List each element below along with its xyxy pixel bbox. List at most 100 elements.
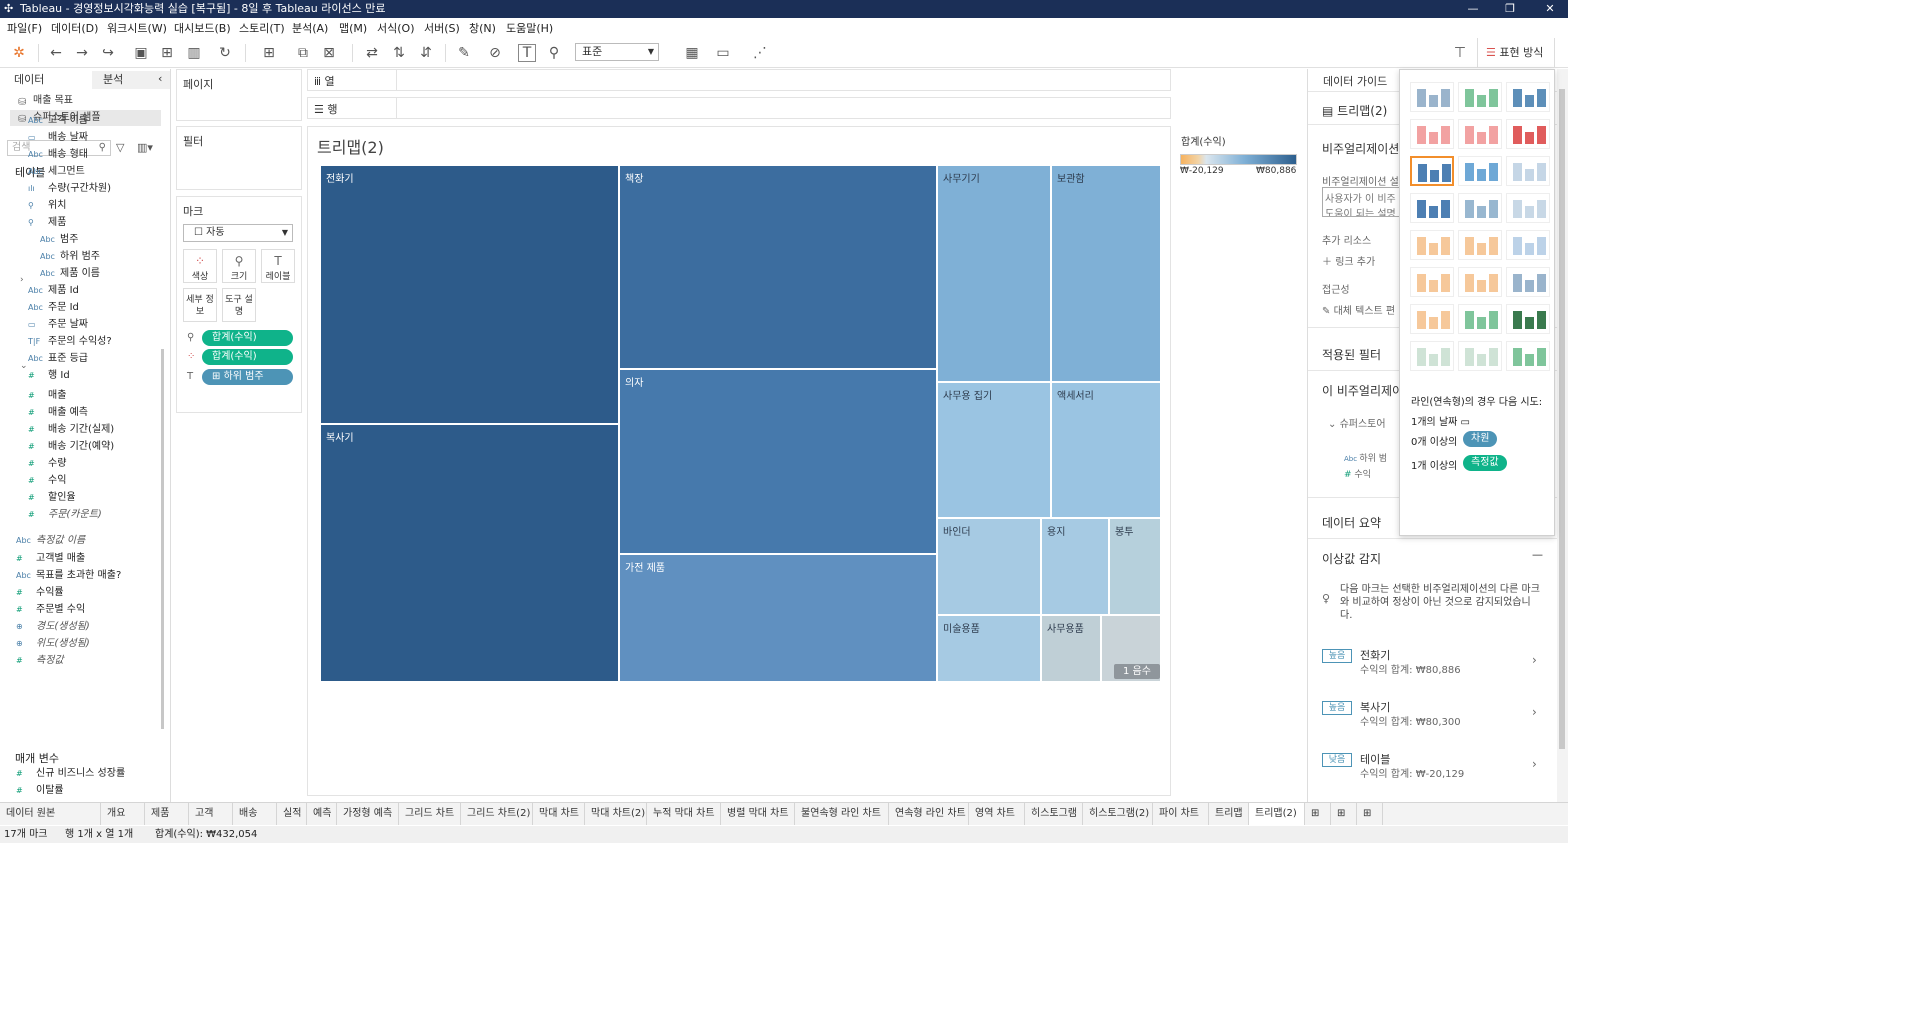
field-item[interactable]: Abc 제품 이름 [40, 266, 100, 282]
chart-type-thumbnail[interactable] [1410, 82, 1454, 112]
sheet-tab[interactable]: 제품 [145, 803, 189, 825]
field-item[interactable]: ⚲ 위치 [28, 198, 66, 214]
field-item[interactable]: # 고객별 매출 [16, 551, 85, 567]
color-pill[interactable]: 합계(수익) [202, 349, 293, 365]
field-item[interactable]: # 주문별 수익 [16, 602, 85, 618]
chart-type-thumbnail[interactable] [1458, 193, 1502, 223]
sheet-tab[interactable]: 막대 차트 [533, 803, 585, 825]
sheet-tab[interactable]: 누적 막대 차트 [647, 803, 721, 825]
sheet-tab[interactable]: 개요 [101, 803, 145, 825]
highlight-icon[interactable]: ✎ [458, 45, 470, 61]
field-item[interactable]: # 배송 기간(예약) [28, 439, 114, 455]
sheet-tab[interactable]: 트리맵 [1209, 803, 1249, 825]
chart-type-thumbnail[interactable] [1410, 341, 1454, 371]
chart-type-thumbnail[interactable] [1506, 267, 1550, 297]
sheet-tab[interactable]: 그리드 차트(2) [461, 803, 533, 825]
field-item[interactable]: # 매출 예측 [28, 405, 88, 421]
field-item[interactable]: Abc 표준 등급 [28, 351, 88, 367]
menu-analysis[interactable]: 분석(A) [292, 22, 329, 35]
collapse-pane-icon[interactable]: ‹ [158, 72, 163, 85]
tab-analysis[interactable]: 분석 [92, 71, 170, 89]
filters-card[interactable]: 필터 [176, 126, 302, 190]
treemap-tile[interactable]: 보관함 [1051, 165, 1161, 382]
negative-count-badge[interactable]: 1 음수 [1114, 664, 1160, 679]
close-button[interactable]: ✕ [1545, 2, 1555, 15]
sheet-tab[interactable]: 예측 [307, 803, 337, 825]
rows-shelf[interactable]: ☰ 행 [307, 97, 1171, 119]
treemap-tile[interactable]: 용지 [1041, 518, 1109, 615]
field-item[interactable]: Abc 세그먼트 [28, 164, 85, 180]
group-icon[interactable]: ⊘ [489, 45, 501, 61]
chart-type-thumbnail[interactable] [1458, 341, 1502, 371]
chart-type-thumbnail[interactable] [1506, 230, 1550, 260]
marks-type-select[interactable]: ☐ 자동 ▼ [183, 224, 293, 242]
maximize-button[interactable]: ❐ [1505, 2, 1515, 15]
share-icon[interactable]: ⋰ [753, 45, 767, 61]
chart-type-thumbnail[interactable] [1410, 267, 1454, 297]
tooltip-button[interactable]: 도구 설명 [222, 288, 256, 322]
treemap-tile[interactable]: 사무기기 [937, 165, 1051, 382]
label-button[interactable]: T 레이블 [261, 249, 295, 283]
sheet-tab[interactable]: 파이 차트 [1153, 803, 1209, 825]
field-item[interactable]: Abc 측정값 이름 [16, 533, 85, 549]
columns-shelf[interactable]: ⅲ 열 [307, 69, 1171, 91]
swap-icon[interactable]: ⇄ [366, 45, 378, 61]
treemap-tile[interactable]: 봉투 [1109, 518, 1161, 615]
undo-icon[interactable]: ← [50, 45, 62, 61]
pin-icon[interactable]: ⊤ [1453, 45, 1467, 61]
chart-type-thumbnail[interactable] [1506, 341, 1550, 371]
chart-type-thumbnail[interactable] [1410, 193, 1454, 223]
label-pill[interactable]: ⊞ 하위 범주 [202, 369, 293, 385]
sheet-tab[interactable]: 영역 차트 [969, 803, 1025, 825]
treemap-tile[interactable]: 복사기 [320, 424, 619, 682]
chart-type-thumbnail[interactable] [1506, 119, 1550, 149]
sheet-tab[interactable]: 그리드 차트 [399, 803, 461, 825]
sheet-tab[interactable]: 실적 [277, 803, 307, 825]
sheet-tab[interactable]: 배송 [233, 803, 277, 825]
clear-sheet-icon[interactable]: ⊠ [323, 45, 335, 61]
field-item[interactable]: # 주문(카운트) [28, 507, 102, 523]
treemap-tile[interactable]: 책장 [619, 165, 937, 369]
size-button[interactable]: ⚲ 크기 [222, 249, 256, 283]
chart-type-thumbnail[interactable] [1410, 156, 1454, 186]
field-item[interactable]: ▭ 주문 날짜 [28, 317, 88, 333]
show-labels-icon[interactable]: T [518, 44, 536, 62]
sort-descending-icon[interactable]: ⇵ [420, 45, 432, 61]
new-dashboard-icon[interactable]: ⊞ [1331, 803, 1357, 825]
menu-worksheet[interactable]: 워크시트(W) [107, 22, 167, 35]
treemap-tile[interactable]: 가전 제품 [619, 554, 937, 682]
field-item[interactable]: # 수익률 [16, 585, 64, 601]
color-button[interactable]: ⁘ 색상 [183, 249, 217, 283]
menu-data[interactable]: 데이터(D) [51, 22, 99, 35]
field-item[interactable]: Abc 주문 Id [28, 300, 79, 316]
scrollbar[interactable] [161, 349, 164, 729]
menu-server[interactable]: 서버(S) [424, 22, 460, 35]
sheet-tab[interactable]: 가정형 예측 [337, 803, 399, 825]
treemap-tile[interactable]: 사무용품 [1041, 615, 1101, 682]
menu-file[interactable]: 파일(F) [7, 22, 43, 35]
search-input[interactable]: 검색 ⚲ [7, 140, 111, 156]
field-item[interactable]: ılı 수량(구간차원) [28, 181, 111, 197]
duplicate-icon[interactable]: ⧉ [298, 45, 308, 61]
treemap-tile[interactable]: 전화기 [320, 165, 619, 424]
new-worksheet-icon[interactable]: ⊞ [263, 45, 275, 61]
field-item[interactable]: # 측정값 [16, 653, 64, 669]
chevron-icon[interactable]: ⌄ [20, 361, 28, 371]
save-icon[interactable]: ▣ [134, 45, 148, 61]
treemap-tile[interactable]: 의자 [619, 369, 937, 554]
chart-type-thumbnail[interactable] [1410, 119, 1454, 149]
sheet-tab[interactable]: 데이터 원본 [0, 803, 101, 825]
field-item[interactable]: # 수익 [28, 473, 66, 489]
chart-type-thumbnail[interactable] [1458, 230, 1502, 260]
alt-text-button[interactable]: ✎ 대체 텍스트 편 [1322, 306, 1396, 317]
field-item[interactable]: # 배송 기간(실제) [28, 422, 114, 438]
sheet-tab[interactable]: 불연속형 라인 차트 [795, 803, 889, 825]
tableau-home-icon[interactable]: ✲ [13, 45, 25, 61]
sort-ascending-icon[interactable]: ⇅ [393, 45, 405, 61]
field-item[interactable]: Abc 범주 [40, 232, 78, 248]
chart-type-thumbnail[interactable] [1458, 304, 1502, 334]
show-cards-icon[interactable]: ▦ [685, 45, 699, 61]
fix-axes-icon[interactable]: ⚲ [548, 45, 560, 61]
pause-updates-icon[interactable]: ▥ [187, 45, 201, 61]
datasource-item-active[interactable]: ⛁ 슈퍼스토어 샘플 [10, 110, 161, 126]
